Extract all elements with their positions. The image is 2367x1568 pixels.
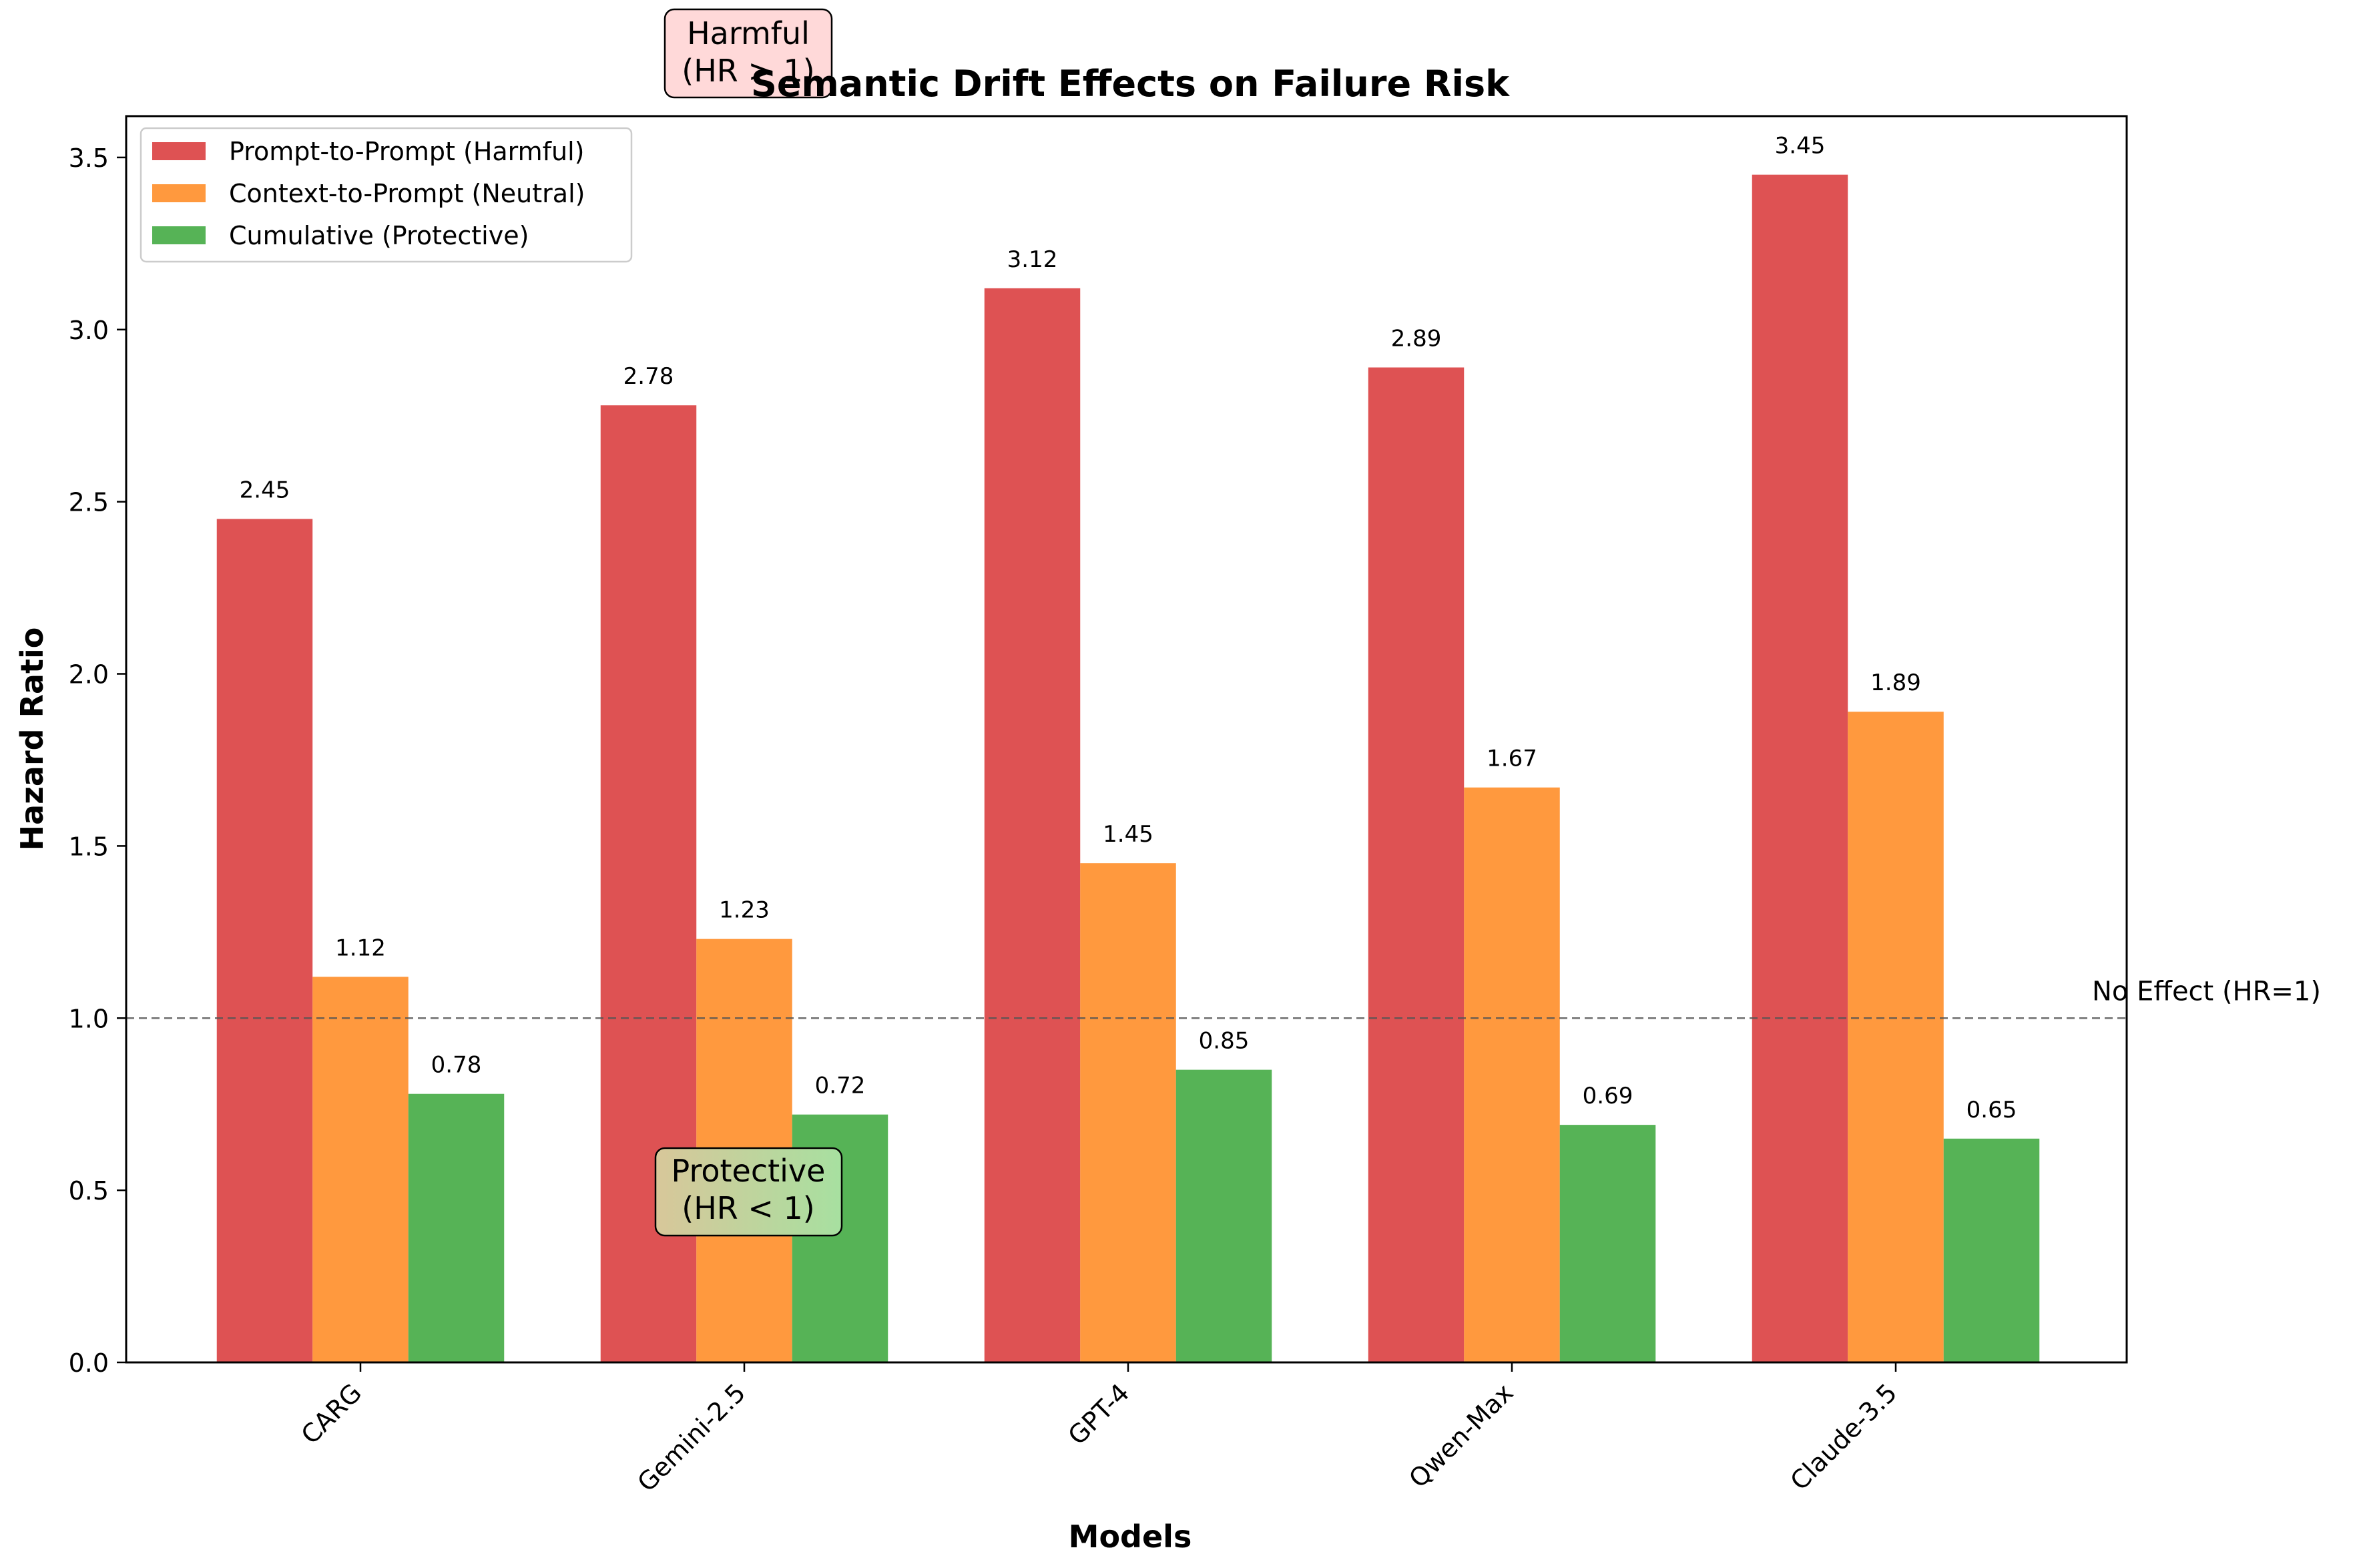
bar <box>312 977 409 1362</box>
harmful-annotation: Harmful (HR > 1) <box>664 8 833 99</box>
y-tick-label: 3.5 <box>69 144 109 173</box>
bar <box>984 288 1081 1362</box>
protective-annotation-box <box>654 1147 843 1237</box>
legend-label: Context-to-Prompt (Neutral) <box>229 179 585 208</box>
bar-value-label: 0.65 <box>1966 1097 2017 1123</box>
bar <box>1559 1125 1656 1362</box>
y-tick-label: 0.5 <box>69 1176 109 1206</box>
legend-swatch <box>152 226 206 244</box>
x-tick-label: Qwen-Max <box>1403 1378 1519 1493</box>
legend-swatch <box>152 142 206 160</box>
chart-title: Semantic Drift Effects on Failure Risk <box>751 63 1510 105</box>
bar <box>1175 1069 1272 1362</box>
harmful-annotation-line-1: Harmful <box>687 15 810 51</box>
y-tick-label: 3.0 <box>69 316 109 345</box>
bar-value-label: 0.72 <box>815 1073 866 1099</box>
bar <box>1368 367 1465 1363</box>
y-tick-label: 1.0 <box>69 1004 109 1033</box>
bar-value-label: 1.89 <box>1870 670 1921 696</box>
x-axis: CARG Gemini-2.5 GPT-4 Qwen-Max Claude-3.5 <box>296 1362 1903 1497</box>
legend-frame <box>140 127 633 263</box>
bar-value-label: 3.45 <box>1775 133 1826 160</box>
legend-entry: Cumulative (Protective) <box>152 221 529 250</box>
legend-entry: Context-to-Prompt (Neutral) <box>152 179 585 208</box>
x-tick-label: GPT-4 <box>1062 1378 1135 1451</box>
bar-value-label: 2.78 <box>623 363 674 390</box>
plot-frame <box>125 115 2128 1364</box>
harmful-annotation-box <box>664 8 833 99</box>
y-tick-label: 2.0 <box>69 660 109 690</box>
bar <box>1080 863 1176 1362</box>
reference-line-label: No Effect (HR=1) <box>2092 976 2321 1007</box>
bar-value-label: 2.89 <box>1391 325 1442 352</box>
bar-value-label: 0.69 <box>1583 1083 1633 1109</box>
bar-value-label: 0.85 <box>1199 1028 1250 1055</box>
y-axis-label: Hazard Ratio <box>14 627 50 851</box>
bar-value-label: 1.67 <box>1487 746 1537 772</box>
x-tick-label: CARG <box>296 1378 368 1450</box>
bar-value-label: 0.78 <box>431 1052 482 1079</box>
y-axis: 0.0 0.5 1.0 1.5 2.0 2.5 3.0 3.5 <box>69 144 126 1378</box>
x-tick-label: Claude-3.5 <box>1785 1378 1903 1496</box>
y-tick-label: 2.5 <box>69 488 109 517</box>
bar-value-label: 2.45 <box>240 477 290 503</box>
bar <box>1943 1138 2040 1362</box>
y-tick-label: 0.0 <box>69 1348 109 1378</box>
x-tick-label: Gemini-2.5 <box>631 1378 751 1497</box>
legend: Prompt-to-Prompt (Harmful) Context-to-Pr… <box>140 127 633 263</box>
value-labels-layer: 2.45 2.78 3.12 2.89 3.45 1.12 1.23 1.45 1.67 1.89… <box>240 133 2017 1123</box>
y-tick-label: 1.5 <box>69 832 109 861</box>
bar <box>216 519 313 1363</box>
legend-label: Cumulative (Protective) <box>229 221 529 250</box>
protective-annotation-line-1: Protective <box>672 1153 826 1189</box>
protective-annotation: Protective (HR < 1) <box>654 1147 843 1237</box>
bars-layer <box>216 174 2040 1363</box>
bar-value-label: 1.45 <box>1103 821 1153 848</box>
legend-label: Prompt-to-Prompt (Harmful) <box>229 137 585 166</box>
bar <box>1464 787 1560 1362</box>
legend-swatch <box>152 184 206 202</box>
bar-value-label: 1.23 <box>719 897 770 924</box>
bar-value-label: 3.12 <box>1007 246 1058 273</box>
legend-entry: Prompt-to-Prompt (Harmful) <box>152 137 585 166</box>
bar <box>1752 174 1848 1363</box>
protective-annotation-line-2: (HR < 1) <box>682 1190 815 1226</box>
bar <box>1848 712 1944 1362</box>
bar-value-label: 1.12 <box>335 935 386 961</box>
x-axis-label: Models <box>1069 1519 1192 1555</box>
harmful-annotation-line-2: (HR > 1) <box>682 53 815 89</box>
bar <box>408 1093 505 1362</box>
